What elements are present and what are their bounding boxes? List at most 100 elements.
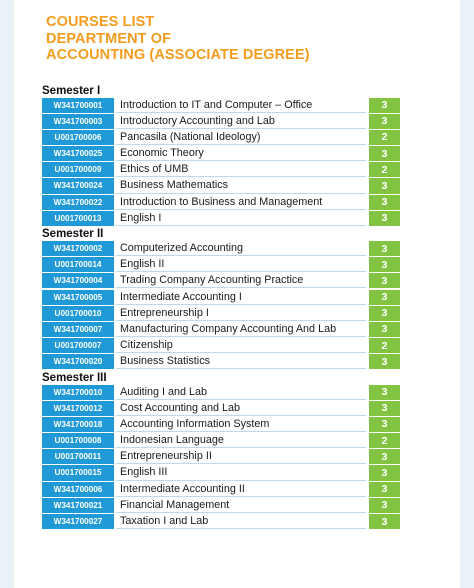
course-name: Business Statistics <box>116 354 366 370</box>
course-row: W341700003 Introductory Accounting and La… <box>42 113 460 129</box>
course-code: U001700015 <box>42 465 114 481</box>
course-code: W341700003 <box>42 113 114 129</box>
course-name: Trading Company Accounting Practice <box>116 273 366 289</box>
course-name: English II <box>116 257 366 273</box>
course-credits: 2 <box>369 162 400 178</box>
course-row: W341700022 Introduction to Business and M… <box>42 194 460 210</box>
course-row: U001700006 Pancasila (National Ideology) 2 <box>42 129 460 145</box>
course-code: W341700007 <box>42 321 114 338</box>
course-code: W341700027 <box>42 514 114 530</box>
course-name: Computerized Accounting <box>116 241 366 257</box>
course-name: Introduction to Business and Management <box>116 194 366 210</box>
course-row: W341700004 Trading Company Accounting Pra… <box>42 273 460 289</box>
course-name: Cost Accounting and Lab <box>116 400 366 416</box>
course-credits: 3 <box>369 354 400 370</box>
course-name: Auditing I and Lab <box>116 384 366 400</box>
document-page: COURSES LIST DEPARTMENT OF ACCOUNTING (A… <box>14 0 460 588</box>
course-code: W341700025 <box>42 146 114 162</box>
course-name: English I <box>116 210 366 226</box>
course-credits: 3 <box>369 384 400 400</box>
course-name: Introductory Accounting and Lab <box>116 113 366 129</box>
course-code: U001700011 <box>42 449 114 465</box>
course-credits: 3 <box>369 194 400 210</box>
course-code: W341700018 <box>42 416 114 432</box>
course-credits: 3 <box>369 241 400 257</box>
course-name: Entrepreneurship II <box>116 449 366 465</box>
course-code: U001700007 <box>42 338 114 354</box>
course-code: W341700020 <box>42 354 114 370</box>
course-code: U001700008 <box>42 433 114 449</box>
course-code: W341700002 <box>42 241 114 257</box>
course-credits: 3 <box>369 449 400 465</box>
course-credits: 2 <box>369 433 400 449</box>
course-credits: 3 <box>369 514 400 530</box>
course-code: W341700006 <box>42 481 114 497</box>
course-code: W341700010 <box>42 384 114 400</box>
course-name: Indonesian Language <box>116 433 366 449</box>
course-code: U001700009 <box>42 162 114 178</box>
course-name: Ethics of UMB <box>116 162 366 178</box>
course-name: Taxation I and Lab <box>116 514 366 530</box>
course-credits: 3 <box>369 465 400 481</box>
course-row: W341700024 Business Mathematics 3 <box>42 178 460 194</box>
semester-heading: Semester III <box>42 371 107 384</box>
course-name: English III <box>116 465 366 481</box>
course-row: U001700008 Indonesian Language 2 <box>42 433 460 449</box>
course-code: W341700004 <box>42 273 114 289</box>
course-credits: 3 <box>369 497 400 513</box>
course-credits: 3 <box>369 321 400 338</box>
course-name: Financial Management <box>116 497 366 513</box>
course-row: W341700001 Introduction to IT and Compute… <box>42 97 460 113</box>
course-row: W341700025 Economic Theory 3 <box>42 146 460 162</box>
course-row: U001700014 English II 3 <box>42 257 460 273</box>
course-code: W341700005 <box>42 289 114 305</box>
course-name: Manufacturing Company Accounting And Lab <box>116 321 366 338</box>
semester-section: Semester I W341700001 Introduction to IT a… <box>42 84 460 226</box>
course-row: W341700006 Intermediate Accounting II 3 <box>42 481 460 497</box>
course-row: U001700011 Entrepreneurship II 3 <box>42 449 460 465</box>
course-code: U001700006 <box>42 129 114 145</box>
title-line-1: COURSES LIST <box>46 14 155 30</box>
course-code: W341700022 <box>42 194 114 210</box>
title-line-3: ACCOUNTING (ASSOCIATE DEGREE) <box>46 47 310 63</box>
course-list: Semester I W341700001 Introduction to IT a… <box>42 84 460 530</box>
course-code: W341700001 <box>42 97 114 113</box>
course-credits: 3 <box>369 97 400 113</box>
course-credits: 3 <box>369 416 400 432</box>
course-name: Economic Theory <box>116 146 366 162</box>
course-name: Entrepreneurship I <box>116 305 366 321</box>
document-title: COURSES LIST DEPARTMENT OF ACCOUNTING (A… <box>46 14 460 64</box>
course-credits: 3 <box>369 273 400 289</box>
title-line-2: DEPARTMENT OF <box>46 30 172 47</box>
course-credits: 2 <box>369 338 400 354</box>
course-row: W341700012 Cost Accounting and Lab 3 <box>42 400 460 416</box>
course-row: W341700027 Taxation I and Lab 3 <box>42 514 460 530</box>
course-name: Business Mathematics <box>116 178 366 194</box>
semester-heading: Semester II <box>42 228 104 240</box>
course-row: W341700021 Financial Management 3 <box>42 497 460 513</box>
course-code: U001700014 <box>42 257 114 273</box>
course-name: Citizenship <box>116 338 366 354</box>
course-row: W341700018 Accounting Information System 3 <box>42 416 460 432</box>
course-name: Intermediate Accounting II <box>116 481 366 497</box>
course-code: W341700012 <box>42 400 114 416</box>
semester-heading: Semester I <box>42 84 101 97</box>
course-row: U001700015 English III 3 <box>42 465 460 481</box>
course-credits: 3 <box>369 400 400 416</box>
course-row: W341700020 Business Statistics 3 <box>42 354 460 370</box>
course-row: W341700007 Manufacturing Company Accounti… <box>42 321 460 338</box>
course-name: Pancasila (National Ideology) <box>116 129 366 145</box>
course-credits: 3 <box>369 481 400 497</box>
course-row: W341700010 Auditing I and Lab 3 <box>42 384 460 400</box>
course-row: U001700009 Ethics of UMB 2 <box>42 162 460 178</box>
course-code: W341700024 <box>42 178 114 194</box>
course-code: U001700013 <box>42 210 114 226</box>
course-name: Intermediate Accounting I <box>116 289 366 305</box>
course-credits: 3 <box>369 178 400 194</box>
course-credits: 3 <box>369 146 400 162</box>
course-row: U001700007 Citizenship 2 <box>42 338 460 354</box>
course-name: Introduction to IT and Computer – Office <box>116 97 366 113</box>
